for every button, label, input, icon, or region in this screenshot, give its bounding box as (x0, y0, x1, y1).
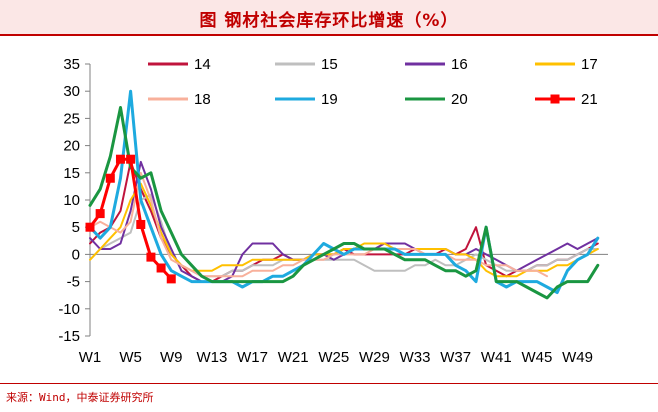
y-tick-label: -10 (58, 301, 80, 318)
series-line-19 (88, 89, 600, 294)
x-tick-label: W37 (440, 349, 471, 366)
legend-label-21: 21 (581, 91, 598, 108)
series-marker-21 (166, 274, 176, 284)
series-marker-21 (115, 154, 125, 164)
series-line-20 (88, 106, 600, 300)
series-marker-21 (95, 209, 105, 219)
series-marker-21 (146, 252, 156, 262)
y-tick-label: -15 (58, 328, 80, 345)
legend-label-19: 19 (321, 91, 338, 108)
series-marker-21 (156, 263, 166, 273)
footer-divider (0, 383, 658, 384)
x-tick-label: W21 (278, 349, 309, 366)
y-tick-label: 20 (63, 138, 80, 155)
x-tick-label: W41 (481, 349, 512, 366)
y-tick-label: 5 (72, 219, 80, 236)
legend-label-17: 17 (581, 56, 598, 73)
series-marker-21 (105, 173, 115, 183)
y-tick-label: 10 (63, 192, 80, 209)
series-marker-21 (136, 219, 146, 229)
x-tick-label: W29 (359, 349, 390, 366)
legend-label-20: 20 (451, 91, 468, 108)
series-line-17 (89, 182, 599, 278)
x-tick-label: W45 (521, 349, 552, 366)
legend-label-14: 14 (194, 56, 211, 73)
x-tick-label: W13 (196, 349, 227, 366)
y-tick-label: 35 (63, 56, 80, 73)
series-marker-21 (85, 222, 95, 232)
series-marker-21 (126, 154, 136, 164)
x-tick-label: W49 (562, 349, 593, 366)
legend-label-15: 15 (321, 56, 338, 73)
y-tick-label: -5 (67, 274, 80, 291)
y-tick-label: 25 (63, 110, 80, 127)
x-tick-label: W5 (119, 349, 142, 366)
legend-label-16: 16 (451, 56, 468, 73)
x-tick-label: W33 (400, 349, 431, 366)
x-tick-label: W17 (237, 349, 268, 366)
x-tick-label: W25 (318, 349, 349, 366)
chart-title: 图 钢材社会库存环比增速（%） (199, 11, 459, 31)
legend-marker-21 (550, 94, 560, 104)
x-tick-label: W1 (79, 349, 102, 366)
source-note: 来源：Wind，中泰证券研究所 (6, 391, 154, 404)
y-tick-label: 30 (63, 83, 80, 100)
x-tick-label: W9 (160, 349, 183, 366)
title-bar (0, 0, 658, 34)
title-divider (0, 34, 658, 36)
legend-label-18: 18 (194, 91, 211, 108)
y-tick-label: 15 (63, 165, 80, 182)
y-tick-label: 0 (72, 246, 80, 263)
series-line-18 (89, 171, 549, 278)
